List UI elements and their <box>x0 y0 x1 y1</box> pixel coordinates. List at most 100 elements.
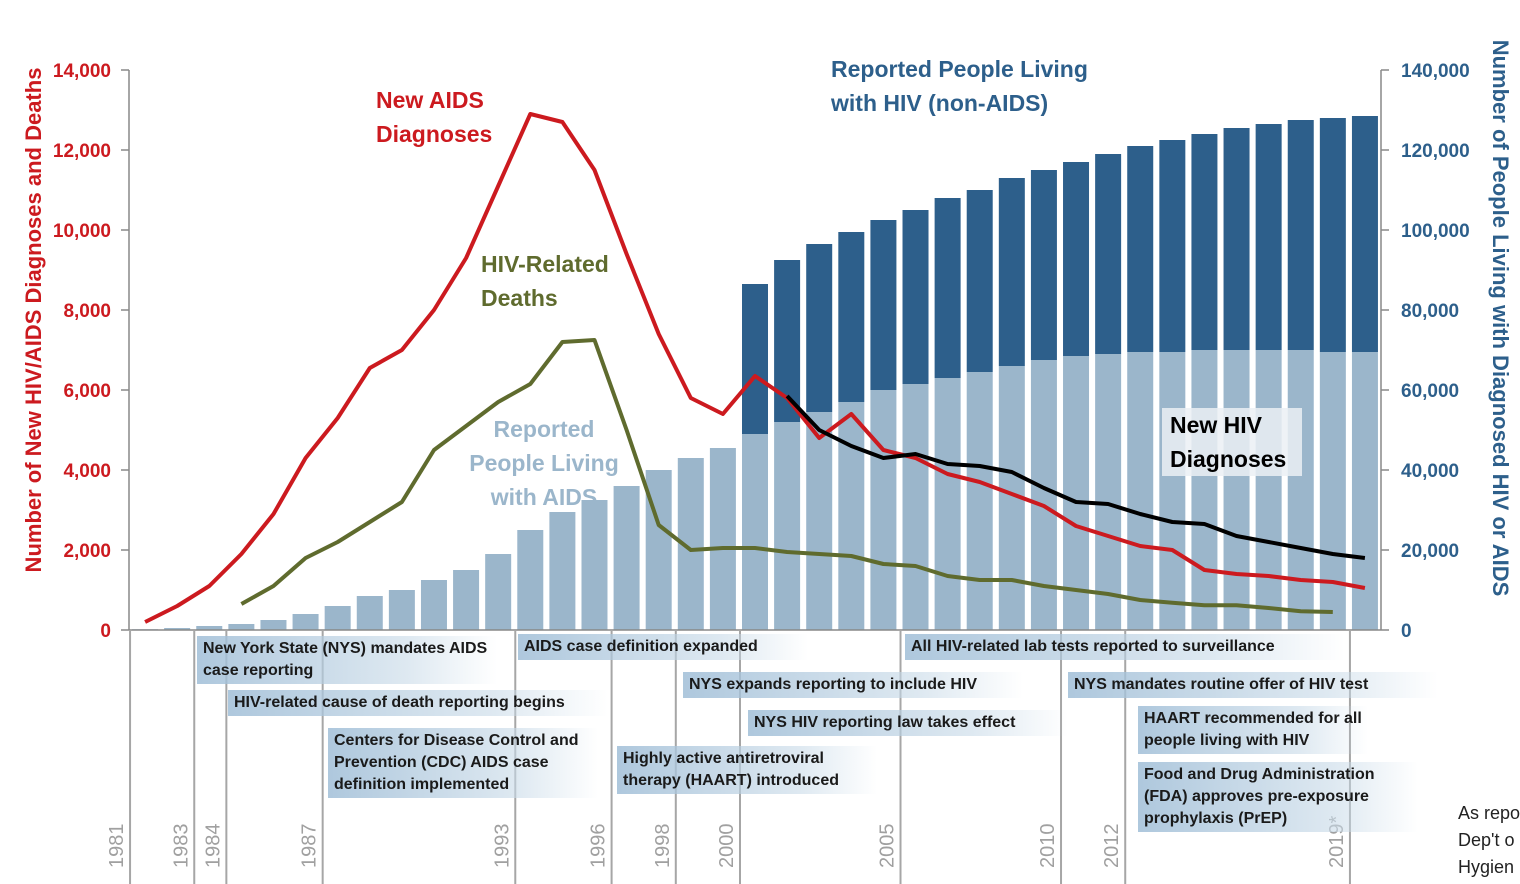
timeline-event: Highly active antiretroviral therapy (HA… <box>617 746 877 794</box>
bar <box>870 220 897 390</box>
x-tick-label: 1984 <box>202 824 224 869</box>
timeline-event: AIDS case definition expanded <box>518 634 808 660</box>
bar <box>1319 118 1346 352</box>
footnote-line: Hygien <box>1458 857 1515 877</box>
y2-tick-label: 0 <box>1401 621 1412 642</box>
bar <box>517 530 544 630</box>
bar <box>1159 352 1186 630</box>
bar <box>742 284 768 434</box>
x-tick-label: 2005 <box>877 824 899 869</box>
y-tick-label: 10,000 <box>53 221 111 242</box>
bar <box>1063 356 1090 630</box>
series-label: New AIDS Diagnoses <box>376 87 493 147</box>
series-label: Reported People Living with AIDS <box>469 416 619 510</box>
x-tick-label: 1983 <box>170 824 192 869</box>
bar <box>1127 146 1154 352</box>
bar <box>934 198 961 378</box>
bar <box>1095 354 1122 630</box>
timeline-event: Centers for Disease Control and Preventi… <box>328 728 598 798</box>
x-tick-label: 2000 <box>716 824 738 869</box>
y2-tick-label: 100,000 <box>1401 221 1470 242</box>
bar <box>1095 154 1122 354</box>
bar <box>966 372 993 630</box>
y-tick-label: 6,000 <box>63 381 111 402</box>
y-tick-label: 4,000 <box>63 461 111 482</box>
x-tick-label: 1996 <box>588 824 610 869</box>
series-label: Reported People Living with HIV (non-AID… <box>831 56 1088 116</box>
timeline-event: NYS HIV reporting law takes effect <box>748 710 1068 736</box>
series-line <box>240 338 1333 614</box>
bar <box>806 244 833 412</box>
x-tick-label: 2010 <box>1037 824 1059 869</box>
series-line <box>144 112 1366 624</box>
timeline-event: NYS mandates routine offer of HIV test <box>1068 672 1438 698</box>
bar <box>1127 352 1154 630</box>
footnote-line: Dep't o <box>1458 830 1515 850</box>
bar <box>934 378 961 630</box>
timeline-event: New York State (NYS) mandates AIDS case … <box>197 636 497 684</box>
bar <box>420 580 447 630</box>
y2-tick-label: 140,000 <box>1401 61 1470 82</box>
bar <box>709 448 736 630</box>
bar <box>1191 134 1218 350</box>
y2-tick-label: 20,000 <box>1401 541 1459 562</box>
y-tick-label: 12,000 <box>53 141 111 162</box>
x-tick-label: 1993 <box>491 824 513 869</box>
footnote: As repo Dep't o Hygien <box>1458 800 1520 881</box>
x-tick-label: 1987 <box>299 824 321 869</box>
bar <box>581 500 608 630</box>
y2-tick-label: 80,000 <box>1401 301 1459 322</box>
footnote-line: As repo <box>1458 803 1520 823</box>
bar <box>902 384 929 630</box>
bar <box>453 570 480 630</box>
series-line <box>785 394 1366 560</box>
bar <box>806 412 833 630</box>
timeline-event: NYS expands reporting to include HIV <box>683 672 1023 698</box>
timeline-event: All HIV-related lab tests reported to su… <box>905 634 1345 660</box>
series-label: New HIV Diagnoses <box>1162 408 1302 476</box>
y2-tick-label: 40,000 <box>1401 461 1459 482</box>
y2-axis-title: Number of People Living with Diagnosed H… <box>1488 39 1513 597</box>
timeline-event: Food and Drug Administration (FDA) appro… <box>1138 762 1418 832</box>
bar <box>1223 350 1250 630</box>
x-tick-label: 2012 <box>1101 824 1123 869</box>
bar <box>324 606 351 630</box>
bar <box>742 434 768 630</box>
bar <box>1159 140 1186 352</box>
bar <box>1255 124 1282 350</box>
bar <box>388 590 415 630</box>
bar <box>1191 350 1218 630</box>
bar <box>902 210 929 384</box>
bar <box>1030 360 1057 630</box>
y2-tick-label: 60,000 <box>1401 381 1459 402</box>
timeline-event: HAART recommended for all people living … <box>1138 706 1368 754</box>
y-tick-label: 14,000 <box>53 61 111 82</box>
y-axis-title: Number of New HIV/AIDS Diagnoses and Dea… <box>21 67 46 573</box>
bar <box>1319 352 1346 630</box>
bar <box>260 620 287 630</box>
bar <box>966 190 993 372</box>
bar <box>196 626 223 630</box>
x-tick-label: 1998 <box>652 824 674 869</box>
bar <box>485 554 512 630</box>
bar <box>1255 350 1282 630</box>
bar <box>356 596 383 630</box>
y-tick-label: 0 <box>100 621 111 642</box>
y2-tick-label: 120,000 <box>1401 141 1470 162</box>
bar <box>838 232 865 402</box>
bar <box>613 486 640 630</box>
bar <box>228 624 255 630</box>
x-tick-label: 1981 <box>106 824 128 869</box>
bar <box>1351 352 1378 630</box>
y-tick-label: 2,000 <box>63 541 111 562</box>
bar <box>1287 350 1314 630</box>
bar <box>1030 170 1057 360</box>
series-label: HIV-Related Deaths <box>481 251 609 311</box>
bar <box>870 390 897 630</box>
bar <box>1223 128 1250 350</box>
bar <box>774 422 801 630</box>
bar <box>1351 116 1378 352</box>
bar <box>1287 120 1314 350</box>
bar <box>549 512 576 630</box>
